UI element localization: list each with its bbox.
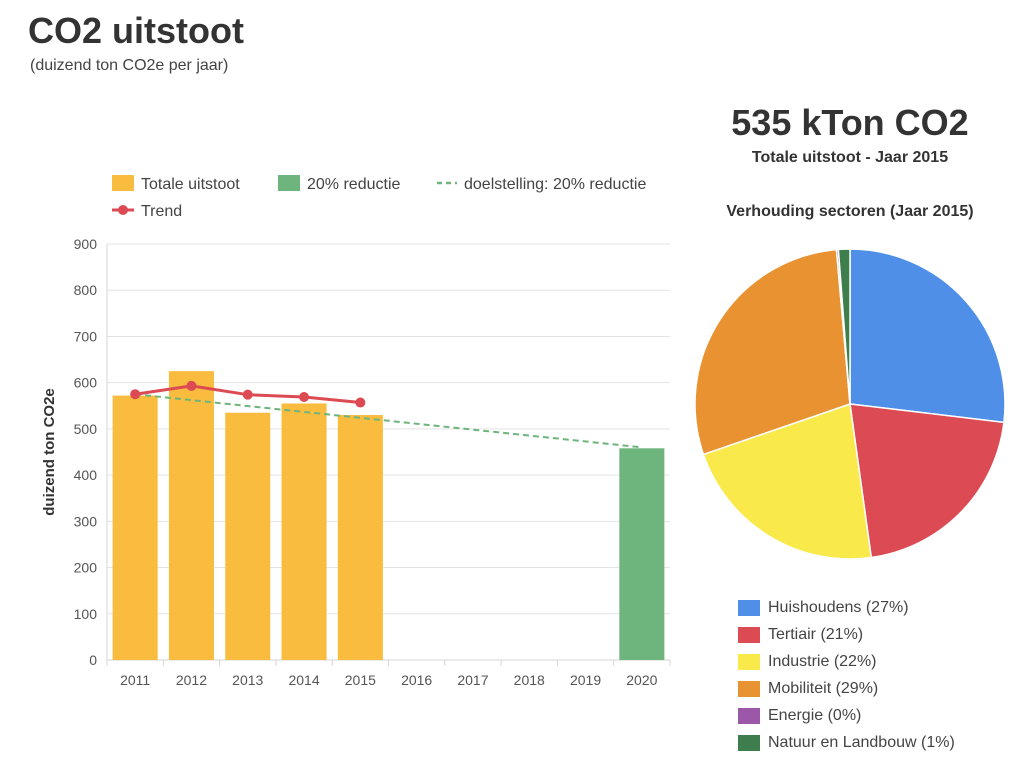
x-tick-label: 2019 (570, 672, 601, 688)
x-tick-label: 2018 (514, 672, 545, 688)
legend-label: Totale uitstoot (141, 176, 240, 193)
pie-slice (849, 248, 1006, 424)
pie-legend: Huishoudens (27%) Tertiair (21%) Industrie… (738, 594, 955, 756)
x-tick-label: 2012 (176, 672, 207, 688)
pie-legend-label: Natuur en Landbouw (1%) (768, 733, 955, 751)
trend-point (186, 380, 197, 391)
legend-swatch (278, 175, 300, 191)
legend-swatch-dot (118, 205, 128, 215)
bar-totale-uitstoot (225, 412, 271, 660)
trend-point (355, 397, 366, 408)
y-tick-label: 800 (74, 282, 98, 298)
x-tick-label: 2017 (457, 672, 488, 688)
x-tick-label: 2015 (345, 672, 376, 688)
pie-legend-item: Tertiair (21%) (738, 621, 955, 648)
x-tick-label: 2011 (120, 672, 150, 688)
pie-legend-item: Energie (0%) (738, 702, 955, 729)
pie-legend-item: Huishoudens (27%) (738, 594, 955, 621)
y-tick-label: 100 (74, 606, 98, 622)
x-tick-label: 2013 (232, 672, 263, 688)
pie-legend-swatch (738, 707, 760, 724)
pie-legend-swatch (738, 680, 760, 697)
trend-point (130, 389, 141, 400)
page-title: CO2 uitstoot (28, 10, 244, 51)
y-tick-label: 900 (74, 236, 98, 252)
x-tick-label: 2014 (288, 672, 319, 688)
y-tick-label: 700 (74, 328, 98, 344)
y-tick-label: 0 (89, 652, 97, 668)
pie-legend-swatch (738, 599, 760, 616)
pie-legend-label: Mobiliteit (29%) (768, 679, 879, 697)
trend-point (299, 391, 310, 402)
kpi-total-value: 535 kTon CO2 (731, 102, 969, 143)
legend-swatch (112, 175, 134, 191)
bar-totale-uitstoot (168, 371, 214, 660)
pie-legend-item: Industrie (22%) (738, 648, 955, 675)
pie-slice (694, 248, 851, 456)
pie-chart-title: Verhouding sectoren (Jaar 2015) (726, 203, 974, 220)
doelstelling-line (135, 393, 642, 449)
bar-totale-uitstoot (281, 403, 327, 660)
y-tick-label: 500 (74, 421, 98, 437)
legend-label: 20% reductie (307, 176, 400, 193)
pie-legend-item: Natuur en Landbouw (1%) (738, 729, 955, 756)
legend-label: doelstelling: 20% reductie (464, 176, 646, 193)
pie-slice (849, 403, 1005, 559)
bar-20-reductie (619, 448, 665, 660)
page-subtitle: (duizend ton CO2e per jaar) (30, 57, 229, 74)
y-tick-label: 600 (74, 375, 98, 391)
co2-bar-chart: 0 100 200 300 400 500 600 700 800 900 2011 2012 2013… (41, 175, 671, 688)
trend-point (242, 389, 253, 400)
y-axis-label: duizend ton CO2e (41, 388, 58, 516)
pie-legend-label: Industrie (22%) (768, 652, 877, 670)
pie-legend-label: Energie (0%) (768, 706, 862, 724)
sector-pie-chart (694, 248, 1006, 560)
pie-legend-swatch (738, 626, 760, 643)
bar-totale-uitstoot (337, 415, 383, 660)
pie-legend-item: Mobiliteit (29%) (738, 675, 955, 702)
pie-legend-label: Tertiair (21%) (768, 625, 864, 643)
pie-legend-swatch (738, 734, 760, 751)
y-tick-label: 300 (74, 513, 98, 529)
kpi-total-label: Totale uitstoot - Jaar 2015 (751, 149, 949, 166)
pie-slice (702, 402, 873, 560)
x-tick-label: 2020 (626, 672, 657, 688)
x-tick-label: 2016 (401, 672, 432, 688)
pie-legend-swatch (738, 653, 760, 670)
y-tick-label: 400 (74, 467, 98, 483)
legend-label: Trend (141, 203, 182, 220)
pie-legend-label: Huishoudens (27%) (768, 598, 909, 616)
pie-slice (837, 248, 851, 405)
y-tick-label: 200 (74, 560, 98, 576)
bar-totale-uitstoot (112, 395, 158, 660)
